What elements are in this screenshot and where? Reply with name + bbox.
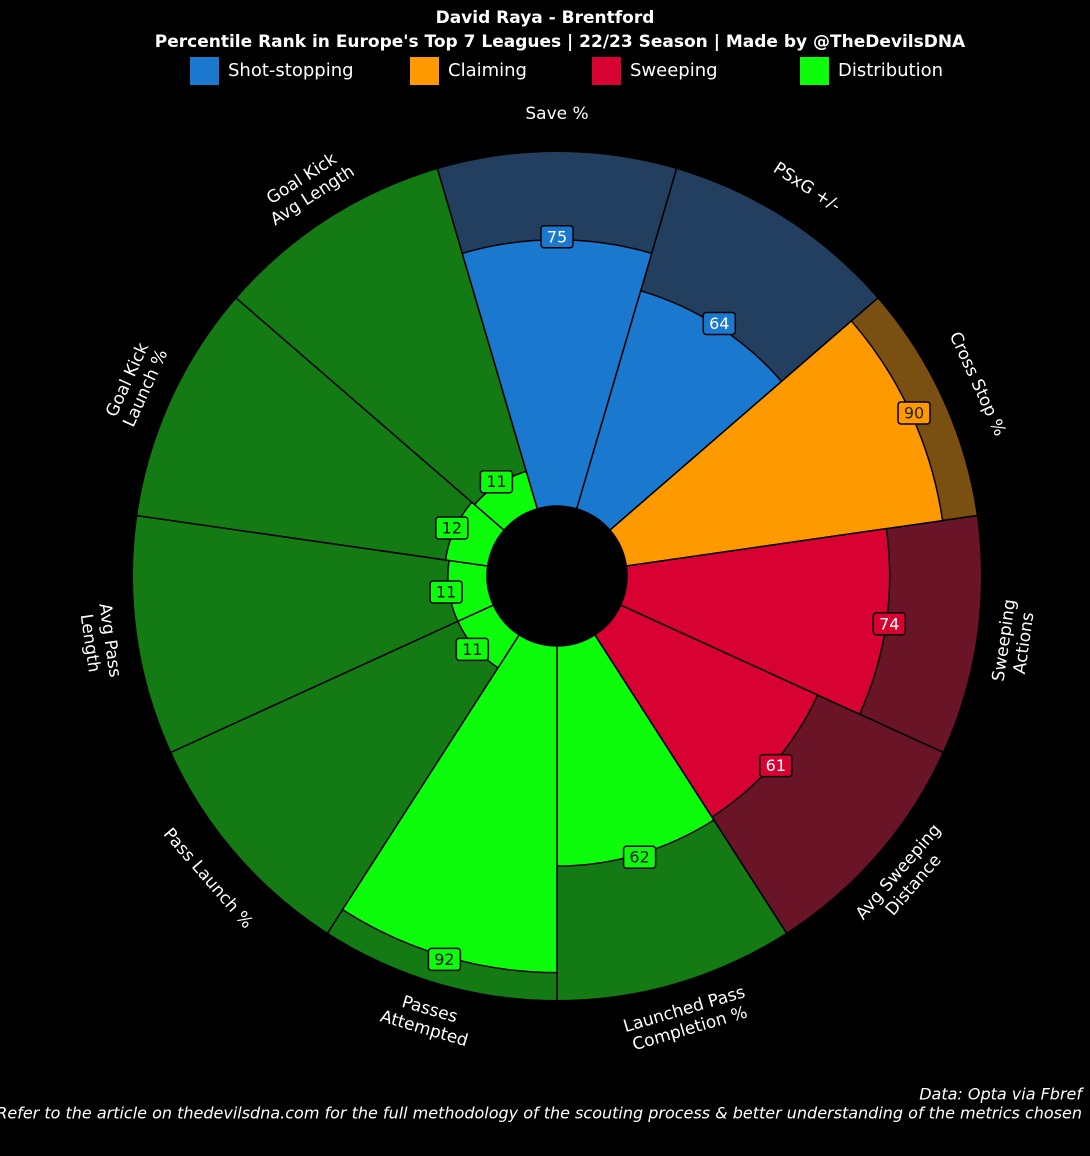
- value-label: 90: [904, 403, 924, 422]
- value-label-box: [897, 401, 931, 425]
- legend-label: Shot-stopping: [228, 60, 354, 81]
- value-label: 11: [486, 472, 506, 491]
- parameter-label: Save %: [525, 104, 588, 124]
- value-label-box: [540, 225, 574, 249]
- value-label: 12: [442, 518, 462, 537]
- value-label-box: [479, 469, 514, 494]
- value-label: 61: [766, 756, 786, 775]
- legend-swatch: [190, 57, 219, 85]
- value-label: 11: [462, 640, 482, 659]
- value-label-box: [702, 311, 737, 336]
- value-label-box: [429, 580, 463, 604]
- value-label-box: [427, 947, 462, 972]
- chart-title: David Raya - Brentford: [436, 8, 655, 28]
- center-hole: [487, 506, 627, 646]
- value-label-box: [872, 612, 907, 636]
- outer-ring: [131, 150, 983, 1002]
- legend-label: Distribution: [838, 60, 943, 81]
- slice: [575, 289, 783, 532]
- note: Refer to the article on thedevilsdna.com…: [0, 1104, 1082, 1123]
- parameter-label-line: Save %: [525, 104, 588, 124]
- value-label: 92: [434, 950, 454, 969]
- legend-label: Sweeping: [630, 60, 718, 81]
- value-label: 62: [629, 848, 649, 867]
- value-label: 11: [436, 582, 456, 601]
- value-label: 75: [547, 227, 567, 246]
- parameter-label: SweepingActions: [989, 598, 1040, 686]
- legend-label: Claiming: [448, 60, 527, 81]
- value-label-box: [622, 845, 657, 869]
- chart-subtitle: Percentile Rank in Europe's Top 7 League…: [155, 32, 966, 52]
- legend-swatch: [800, 57, 829, 85]
- value-label-box: [455, 637, 490, 662]
- value-label: 74: [879, 614, 899, 633]
- value-label-box: [759, 753, 793, 778]
- legend-swatch: [592, 57, 621, 85]
- value-label: 64: [709, 314, 729, 333]
- parameter-label: Avg PassLength: [75, 602, 125, 682]
- source: Data: Opta via Fbref: [919, 1085, 1084, 1104]
- legend-swatch: [410, 57, 439, 85]
- value-label-box: [435, 516, 469, 540]
- slice: [556, 633, 715, 867]
